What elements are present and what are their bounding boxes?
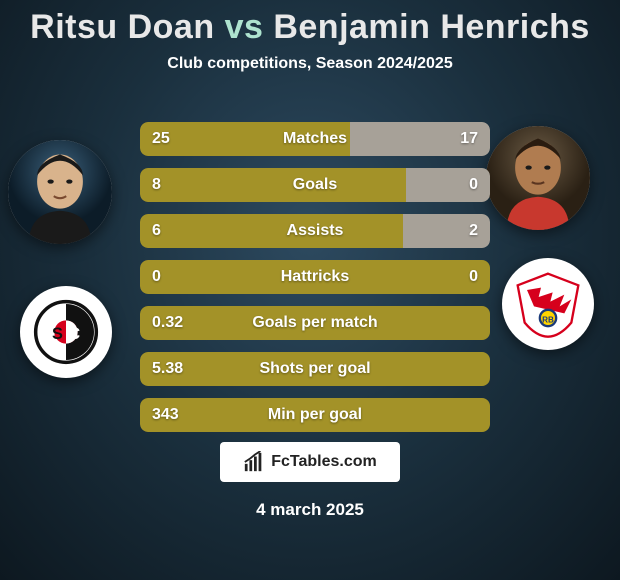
stat-row: 62Assists xyxy=(140,214,490,248)
date-label: 4 march 2025 xyxy=(0,500,620,520)
stat-row: 343Min per goal xyxy=(140,398,490,432)
player2-avatar xyxy=(486,126,590,230)
stat-label: Shots per goal xyxy=(140,352,490,386)
site-logo: FcTables.com xyxy=(220,442,400,482)
stat-row: 00Hattricks xyxy=(140,260,490,294)
stat-label: Goals xyxy=(140,168,490,202)
stat-row: 2517Matches xyxy=(140,122,490,156)
stat-row: 80Goals xyxy=(140,168,490,202)
stat-label: Matches xyxy=(140,122,490,156)
stat-row: 0.32Goals per match xyxy=(140,306,490,340)
stat-label: Min per goal xyxy=(140,398,490,432)
subtitle: Club competitions, Season 2024/2025 xyxy=(0,55,620,73)
stat-label: Assists xyxy=(140,214,490,248)
svg-text:S: S xyxy=(52,325,63,343)
svg-text:RB: RB xyxy=(542,316,554,325)
player1-avatar xyxy=(8,140,112,244)
player1-club-badge: S C xyxy=(20,286,112,378)
vs-label: vs xyxy=(225,8,264,46)
stat-label: Goals per match xyxy=(140,306,490,340)
svg-text:C: C xyxy=(68,325,80,343)
site-name: FcTables.com xyxy=(271,453,377,471)
chart-icon xyxy=(243,451,265,473)
player2-club-badge: RB xyxy=(502,258,594,350)
player1-name: Ritsu Doan xyxy=(30,8,214,46)
player2-name: Benjamin Henrichs xyxy=(273,8,589,46)
stat-label: Hattricks xyxy=(140,260,490,294)
stat-row: 5.38Shots per goal xyxy=(140,352,490,386)
stats-container: 2517Matches 80Goals 62Assists 00Hattricks 0.… xyxy=(140,122,490,444)
comparison-title: Ritsu Doan vs Benjamin Henrichs xyxy=(0,0,620,47)
